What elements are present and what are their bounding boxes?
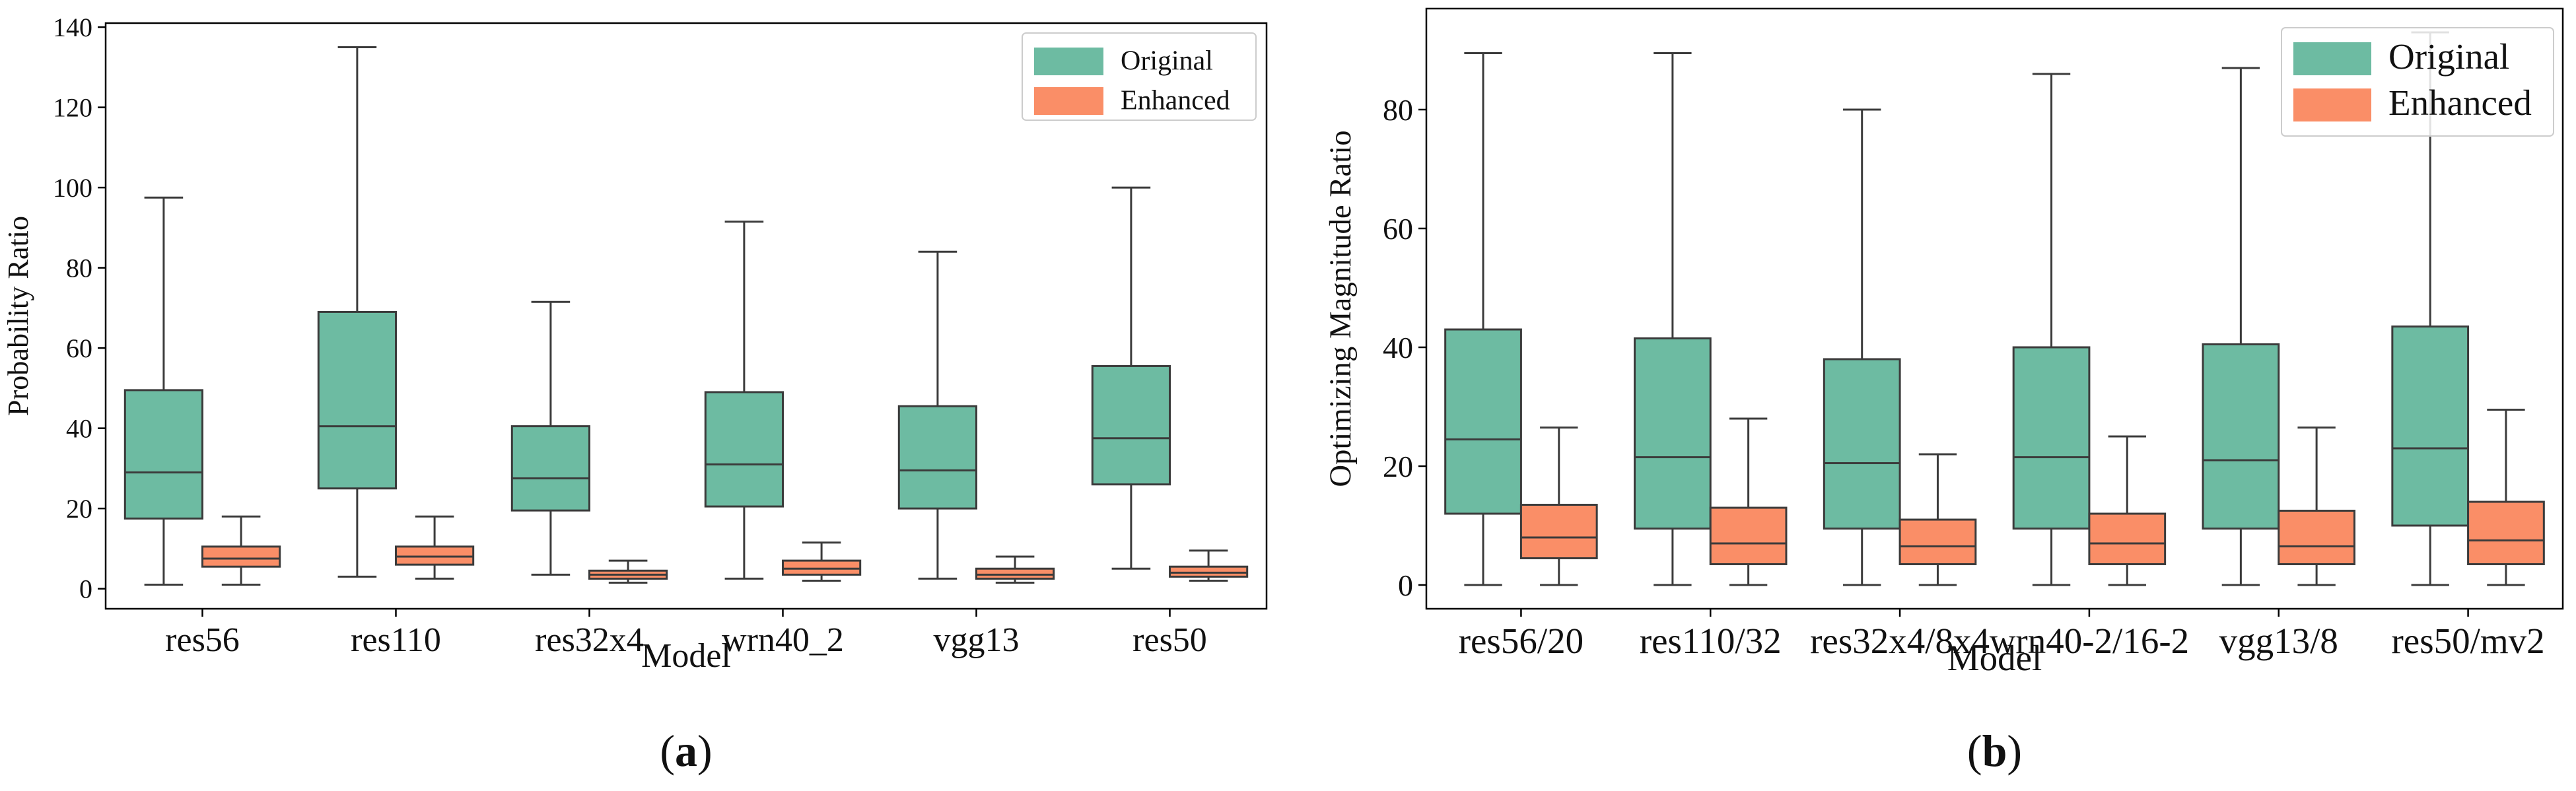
x-tick-label: res110	[351, 621, 441, 659]
box-original	[317, 310, 397, 490]
box-enhanced	[395, 545, 475, 566]
box-original	[1091, 364, 1171, 486]
box-enhanced	[782, 559, 862, 576]
x-tick-label: res110/32	[1640, 621, 1782, 661]
box-enhanced	[1709, 506, 1788, 565]
box-original	[123, 389, 203, 520]
panel-label: (b)	[1967, 726, 2022, 776]
plot-frame	[1425, 7, 2564, 610]
y-axis-title: Probability Ratio	[2, 216, 34, 416]
y-tick-label: 100	[53, 173, 92, 203]
box-original	[1823, 358, 1901, 530]
legend-label-original: Original	[1121, 46, 1213, 77]
y-tick-label: 20	[1383, 450, 1413, 483]
x-tick-label: res50	[1132, 621, 1207, 659]
box-enhanced	[2088, 512, 2167, 565]
y-tick-label: 80	[1383, 93, 1413, 127]
x-tick-label: res50/mv2	[2391, 621, 2544, 661]
y-tick-label: 40	[1383, 331, 1413, 364]
box-enhanced	[1169, 565, 1249, 578]
x-tick-label: res32x4/8x4	[1810, 621, 1990, 661]
x-tick-label: vgg13/8	[2219, 621, 2338, 661]
y-tick-label: 40	[66, 414, 92, 444]
x-tick-label: wrn40-2/16-2	[1990, 621, 2189, 661]
y-tick-label: 140	[53, 13, 92, 42]
plot-frame	[104, 22, 1268, 610]
x-tick-label: vgg13	[934, 621, 1020, 659]
box-original	[2202, 343, 2280, 530]
y-tick-label: 0	[1398, 568, 1413, 602]
y-tick-label: 20	[66, 494, 92, 524]
legend-label-enhanced: Enhanced	[1121, 86, 1230, 116]
legend-swatch-enhanced	[2293, 88, 2371, 121]
box-enhanced	[2278, 510, 2355, 565]
x-tick-label: res56	[165, 621, 240, 659]
x-tick-label: wrn40_2	[722, 621, 844, 659]
box-original	[510, 425, 590, 512]
panel-label: (a)	[660, 726, 712, 776]
legend-label-enhanced: Enhanced	[2388, 83, 2532, 123]
box-original	[1634, 337, 1712, 530]
y-tick-label: 60	[1383, 212, 1413, 246]
panel-a-boxplot: 0 20 40 60 80 100 120 140 res56 res110 res32x4 wrn4…	[2, 13, 1268, 776]
y-tick-label: 80	[66, 254, 92, 283]
x-tick-label: res32x4	[535, 621, 644, 659]
x-tick-label: res56/20	[1459, 621, 1584, 661]
box-original	[1444, 328, 1522, 515]
x-axis-title: Model	[1947, 638, 2042, 678]
y-tick-label: 0	[79, 574, 92, 604]
box-enhanced	[975, 567, 1055, 580]
box-original	[704, 391, 784, 508]
legend-label-original: Original	[2388, 36, 2509, 77]
panel-b-boxplot: 0 20 40 60 80 res56/20 res110/32 res32x4/8x4 wrn…	[1323, 7, 2564, 776]
box-original	[2012, 346, 2091, 530]
y-tick-label: 120	[53, 93, 92, 123]
legend-swatch-enhanced	[1034, 87, 1103, 115]
box-enhanced	[1519, 504, 1598, 559]
legend-swatch-original	[2293, 42, 2371, 75]
box-enhanced	[2467, 500, 2545, 565]
box-enhanced	[201, 545, 281, 568]
y-axis-title: Optimizing Magnitude Ratio	[1323, 130, 1358, 487]
box-enhanced	[1898, 518, 1977, 565]
x-axis-title: Model	[641, 637, 731, 675]
box-original	[897, 405, 978, 510]
y-tick-label: 60	[66, 333, 92, 363]
legend-swatch-original	[1034, 48, 1103, 75]
box-original	[2391, 326, 2470, 527]
